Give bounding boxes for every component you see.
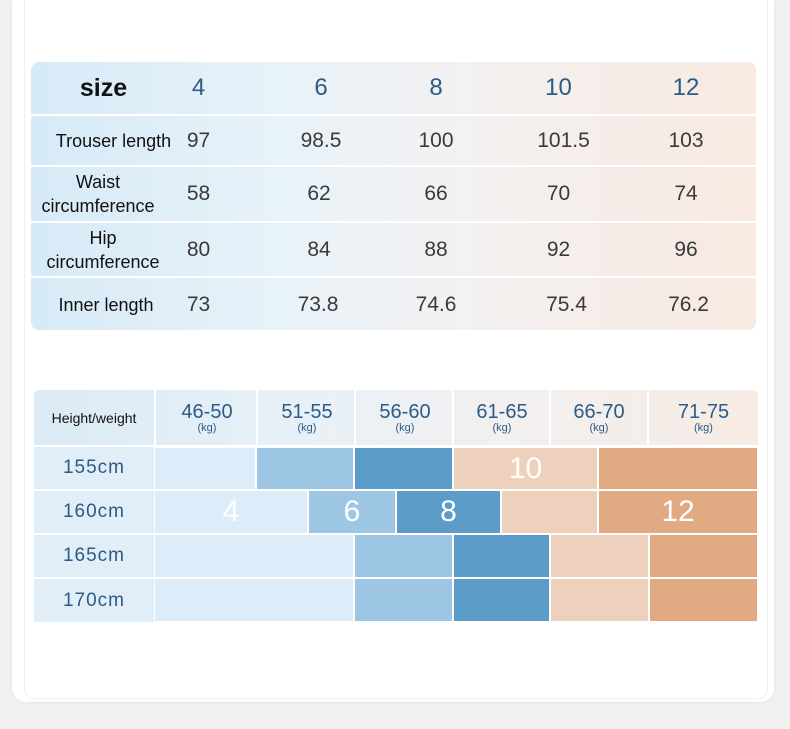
cell: 80 — [186, 237, 211, 261]
cell: 74 — [674, 182, 698, 205]
size-header-row: size 4 6 8 10 12 — [31, 62, 756, 114]
weight-unit: (kg) — [492, 421, 512, 434]
weight-range-66-70: 66-70 (kg) — [549, 390, 647, 445]
table-row: Inner length 73 73.8 74.6 75.4 76.2 — [31, 276, 756, 330]
cell: 88 — [424, 237, 448, 261]
cell: 58 — [186, 182, 211, 205]
weight-header-row: Height/weight 46-50 (kg) 51-55 (kg) 56-6… — [34, 390, 758, 445]
size-header-6: 6 — [314, 74, 328, 101]
size-label-6: 6 — [343, 495, 361, 528]
row-label-inner-length: Inner length — [58, 295, 154, 315]
weight-range-56-60: 56-60 (kg) — [354, 390, 454, 445]
weight-unit: (kg) — [395, 421, 415, 434]
cell: 62 — [307, 182, 331, 205]
cell: 96 — [674, 237, 698, 261]
size-header-8: 8 — [429, 74, 443, 101]
size-header-12: 12 — [672, 74, 700, 101]
weight-range-value: 56-60 — [379, 400, 431, 423]
cell: 70 — [546, 182, 571, 205]
size-header-4: 4 — [191, 74, 206, 101]
size-block-4: 4 — [154, 490, 308, 534]
size-block-8 — [453, 534, 550, 578]
cell: 92 — [546, 237, 571, 261]
weight-range-value: 51-55 — [281, 400, 333, 423]
size-block-10 — [550, 578, 649, 622]
size-block-6 — [354, 534, 453, 578]
size-header-label: size — [79, 74, 128, 102]
card-border — [24, 0, 768, 699]
weight-range-61-65: 61-65 (kg) — [452, 390, 550, 445]
size-block-4 — [154, 447, 256, 490]
weight-unit: (kg) — [297, 421, 317, 434]
table-row: Trouser length 97 98.5 100 101.5 103 — [31, 114, 756, 165]
weight-range-value: 46-50 — [181, 400, 233, 423]
size-block-10 — [501, 490, 598, 534]
height-155: 155cm — [34, 447, 154, 489]
row-label-trouser-length: Trouser length — [55, 130, 172, 151]
size-block-8 — [453, 578, 550, 622]
size-table: size 4 6 8 10 12 Trouser length 97 98.5 … — [31, 62, 756, 330]
weight-range-51-55: 51-55 (kg) — [256, 390, 356, 445]
weight-range-value: 61-65 — [476, 400, 528, 423]
cell: 101.5 — [537, 128, 590, 152]
cell: 98.5 — [300, 128, 342, 152]
cell: 76.2 — [668, 293, 709, 316]
weight-range-71-75: 71-75 (kg) — [647, 390, 758, 445]
cell: 97 — [186, 128, 211, 152]
cell: 84 — [307, 237, 331, 261]
cell: 73 — [186, 293, 211, 316]
table-row: Hip circumference 80 84 88 92 96 — [31, 221, 756, 276]
size-block-10: 10 — [453, 447, 598, 490]
height-weight-label: Height/weight — [51, 409, 137, 426]
size-block-12: 12 — [598, 490, 758, 534]
size-block-6: 6 — [308, 490, 396, 534]
size-block-8 — [354, 447, 453, 490]
size-label-10: 10 — [508, 451, 543, 485]
weight-range-46-50: 46-50 (kg) — [154, 390, 258, 445]
size-block-12 — [649, 578, 758, 622]
size-block-10 — [550, 534, 649, 578]
cell: 75.4 — [546, 293, 587, 316]
size-block-4 — [154, 578, 354, 622]
cell: 73.8 — [297, 293, 339, 316]
height-170: 170cm — [34, 579, 154, 622]
size-header-10: 10 — [545, 74, 572, 101]
height-weight-chart: Height/weight 46-50 (kg) 51-55 (kg) 56-6… — [34, 390, 758, 622]
size-block-6 — [256, 447, 354, 490]
weight-range-value: 71-75 — [677, 400, 730, 423]
cell: 74.6 — [415, 293, 457, 316]
weight-range-value: 66-70 — [573, 400, 625, 423]
size-label-8: 8 — [440, 495, 457, 528]
weight-unit: (kg) — [694, 421, 713, 434]
size-block-12 — [598, 447, 758, 490]
size-block-4 — [154, 534, 354, 578]
weight-unit: (kg) — [197, 421, 217, 434]
row-label-hip: Hip circumference — [46, 227, 160, 272]
cell: 66 — [424, 182, 448, 205]
size-label-4: 4 — [222, 495, 240, 528]
table-row: Waist circumference 58 62 66 70 74 — [31, 165, 756, 221]
cell: 103 — [668, 128, 704, 152]
height-160: 160cm — [34, 491, 154, 533]
cell: 100 — [418, 128, 454, 152]
size-block-12 — [649, 534, 758, 578]
size-block-6 — [354, 578, 453, 622]
row-label-waist: Waist circumference — [41, 172, 155, 216]
weight-unit: (kg) — [589, 421, 609, 434]
height-165: 165cm — [34, 535, 154, 577]
size-block-8: 8 — [396, 490, 501, 534]
size-label-12: 12 — [661, 495, 695, 528]
